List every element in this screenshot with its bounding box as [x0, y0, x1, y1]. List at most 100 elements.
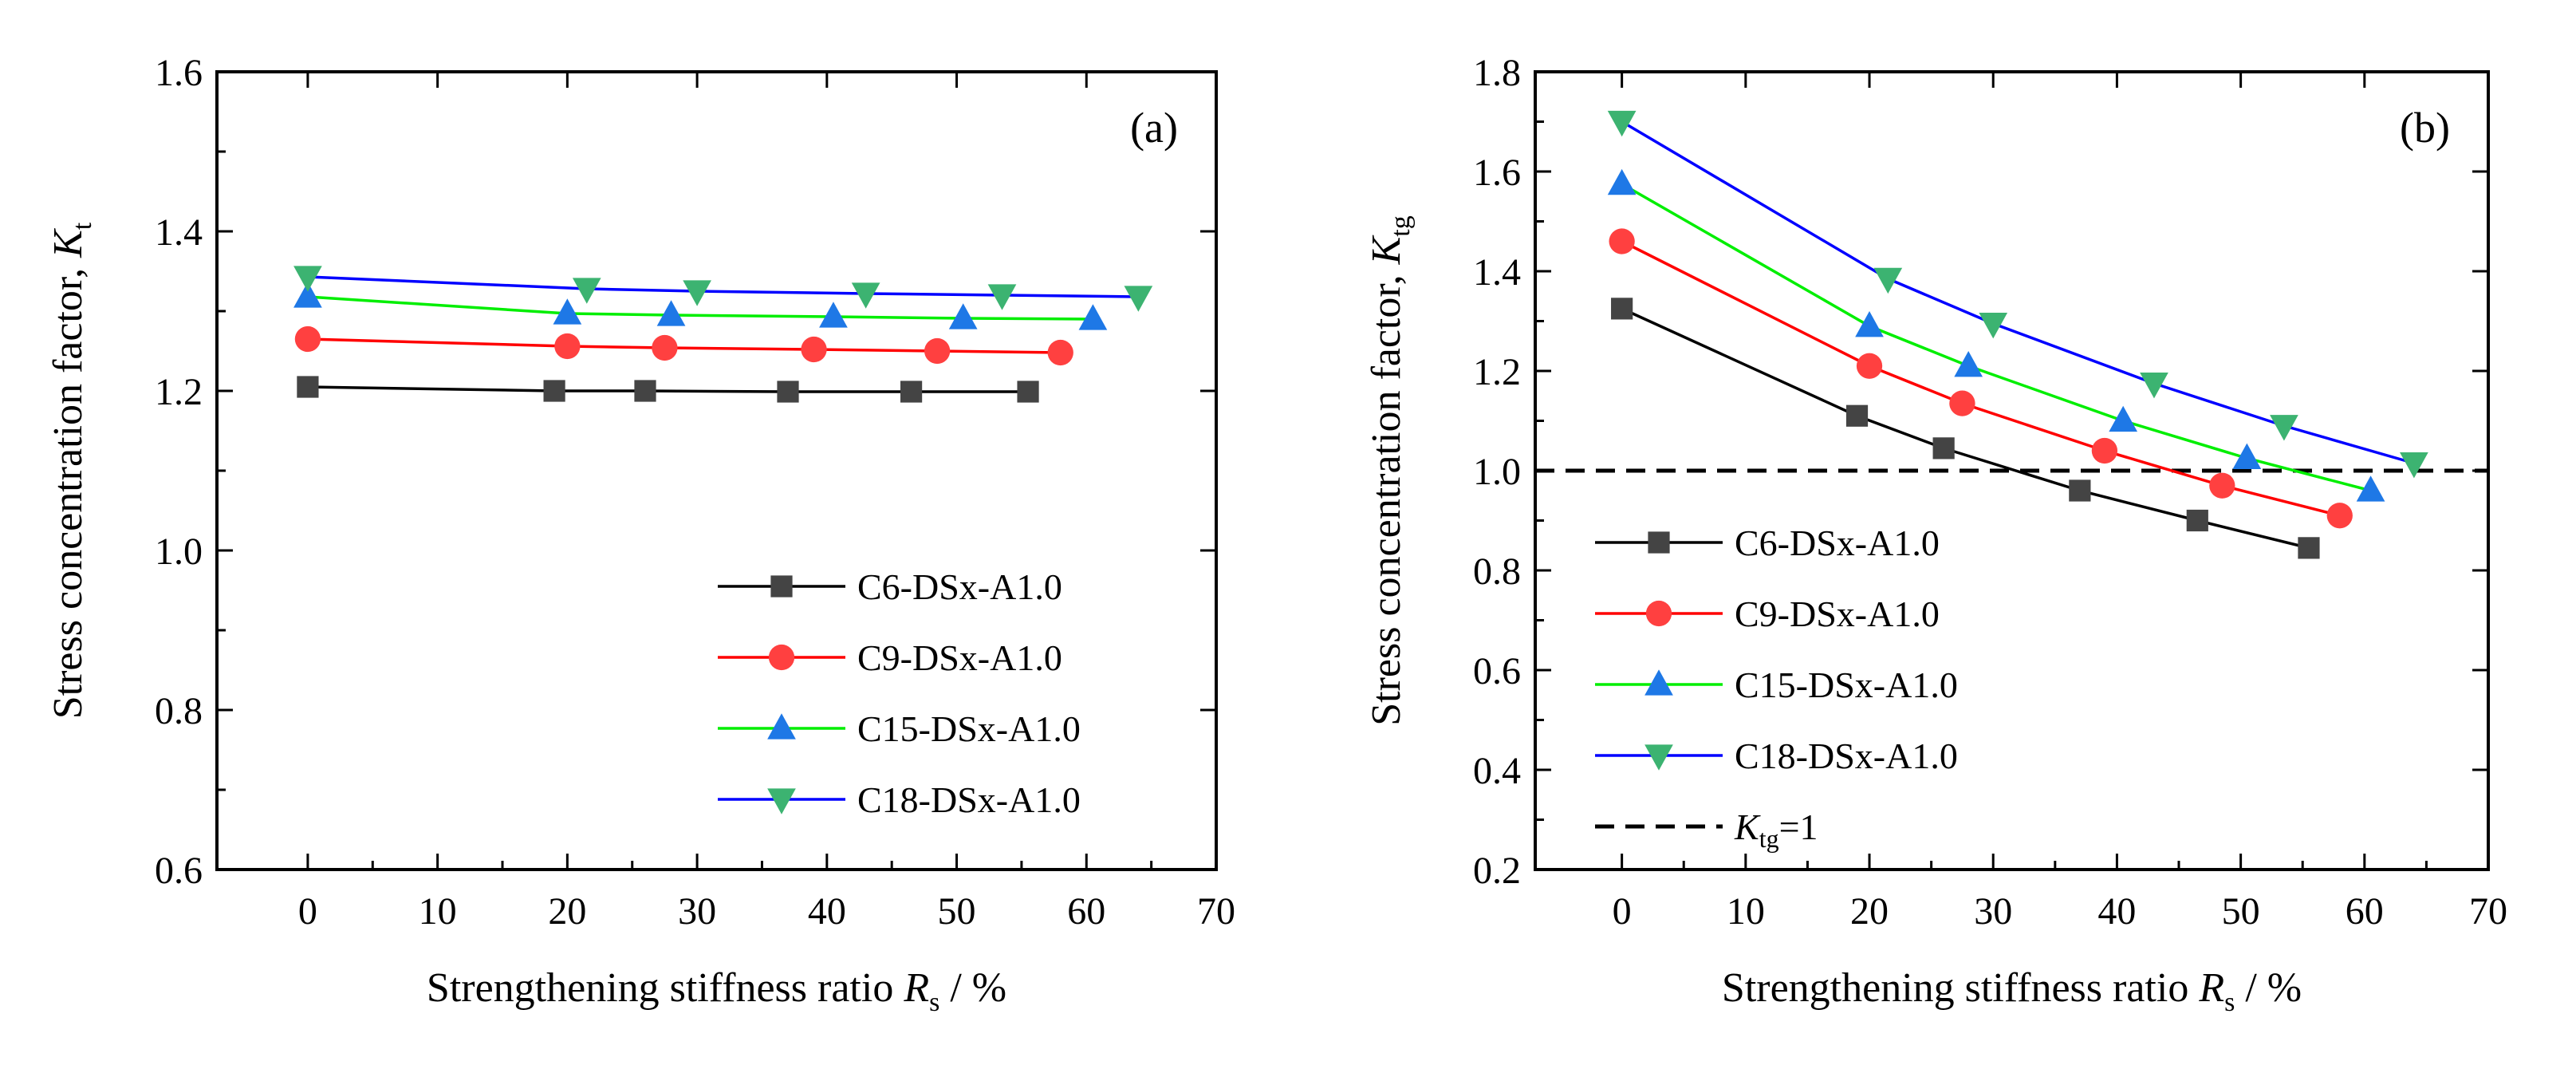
- x-axis-label: Strengthening stiffness ratio Rs / %: [1722, 965, 2302, 1017]
- y-tick-label: 1.6: [155, 52, 203, 94]
- legend-label: C6-DSx-A1.0: [1735, 523, 1940, 563]
- data-point: [1856, 353, 1883, 379]
- data-point: [1855, 311, 1884, 337]
- panel-label: (a): [1130, 104, 1178, 152]
- legend-marker: [767, 788, 796, 815]
- x-tick-label: 30: [1974, 890, 2012, 933]
- y-tick-label: 0.2: [1473, 850, 1521, 892]
- data-point: [987, 284, 1017, 310]
- y-axis-label: Stress concentration factor, Ktg: [1364, 215, 1416, 726]
- legend-label: C9-DSx-A1.0: [857, 637, 1062, 678]
- x-tick-label: 70: [2469, 890, 2507, 933]
- x-tick-label: 10: [419, 890, 457, 933]
- series-line: [1621, 120, 2415, 465]
- data-point: [543, 380, 565, 402]
- legend-marker: [767, 713, 796, 740]
- data-point: [652, 334, 678, 361]
- series-line: [1621, 183, 2372, 492]
- legend-label: C15-DSx-A1.0: [857, 708, 1081, 749]
- x-tick-label: 50: [938, 890, 976, 933]
- legend-entry: C6-DSx-A1.0: [1595, 523, 1940, 563]
- data-point: [2326, 503, 2353, 529]
- series-C15-DSx-A1.0: [293, 282, 1108, 330]
- data-point: [1047, 339, 1073, 366]
- legend-entry: C18-DSx-A1.0: [1595, 736, 1958, 776]
- data-point: [293, 266, 322, 292]
- legend: C6-DSx-A1.0 C9-DSx-A1.0 C15-DSx-A1.0 C18-DS…: [718, 566, 1081, 820]
- series-C9-DSx-A1.0: [294, 325, 1073, 366]
- series-line: [307, 337, 1061, 354]
- legend-marker: [1648, 531, 1670, 554]
- legend-entry: C6-DSx-A1.0: [718, 566, 1062, 607]
- data-point: [572, 278, 601, 304]
- data-point: [2232, 443, 2262, 469]
- data-point: [1932, 437, 1955, 460]
- legend-marker: [768, 644, 795, 671]
- series-C9-DSx-A1.0: [1609, 228, 2353, 529]
- data-point: [1124, 286, 1153, 312]
- legend-marker: [1644, 744, 1673, 771]
- x-tick-label: 30: [678, 890, 716, 933]
- series-C15-DSx-A1.0: [1607, 168, 2385, 502]
- legend-marker: [1645, 600, 1672, 627]
- legend-label: C18-DSx-A1.0: [857, 779, 1081, 820]
- series-line: [1621, 239, 2341, 517]
- legend-entry: C9-DSx-A1.0: [1595, 594, 1940, 634]
- data-point: [553, 298, 582, 325]
- data-point: [1845, 404, 1869, 427]
- data-point: [1979, 313, 2008, 339]
- y-tick-label: 1.2: [155, 371, 203, 413]
- data-point: [801, 336, 827, 363]
- y-tick-label: 0.6: [1473, 650, 1521, 692]
- y-tick-label: 0.8: [155, 690, 203, 732]
- data-point: [2298, 537, 2320, 559]
- legend-entry: C15-DSx-A1.0: [718, 708, 1081, 749]
- data-point: [2140, 373, 2168, 399]
- data-point: [1607, 168, 1637, 195]
- y-tick-label: 1.2: [1473, 351, 1521, 393]
- data-point: [656, 300, 686, 326]
- legend-label: C15-DSx-A1.0: [1735, 665, 1958, 705]
- series-line: [307, 295, 1093, 321]
- x-tick-label: 70: [1197, 890, 1235, 933]
- legend: C6-DSx-A1.0 C9-DSx-A1.0 C15-DSx-A1.0 C18-DS…: [1595, 523, 1958, 853]
- legend-label: C9-DSx-A1.0: [1735, 594, 1940, 634]
- data-point: [2069, 479, 2091, 502]
- data-point: [2356, 475, 2385, 502]
- data-point: [1078, 304, 1108, 330]
- data-point: [293, 282, 322, 308]
- series-line: [307, 385, 1029, 393]
- y-tick-label: 0.8: [1473, 550, 1521, 593]
- plot-frame: [215, 70, 1218, 871]
- data-point: [1873, 267, 1903, 294]
- legend-label: Ktg=1: [1734, 807, 1818, 853]
- x-tick-label: 0: [1613, 890, 1632, 933]
- panel-label: (b): [2400, 104, 2450, 152]
- x-axis-label: Strengthening stiffness ratio Rs / %: [427, 965, 1006, 1017]
- data-point: [634, 380, 656, 402]
- data-point: [683, 280, 711, 306]
- y-tick-label: 1.0: [1473, 451, 1521, 493]
- x-tick-label: 20: [1850, 890, 1889, 933]
- data-point: [2091, 437, 2118, 464]
- data-point: [1609, 228, 1635, 254]
- series-C18-DSx-A1.0: [293, 266, 1153, 312]
- data-point: [924, 337, 951, 365]
- data-point: [777, 381, 799, 403]
- series-C18-DSx-A1.0: [1607, 110, 2428, 479]
- y-tick-label: 1.6: [1473, 152, 1521, 194]
- data-point: [297, 376, 319, 398]
- y-tick-label: 1.8: [1473, 52, 1521, 94]
- legend-label: C6-DSx-A1.0: [857, 566, 1062, 607]
- y-tick-label: 1.4: [1473, 251, 1521, 294]
- y-axis-label: Stress concentration factor, Kt: [45, 222, 97, 719]
- data-point: [2400, 452, 2428, 479]
- x-tick-label: 40: [2097, 890, 2136, 933]
- data-point: [1949, 390, 1975, 416]
- series-C6-DSx-A1.0: [1611, 298, 2320, 559]
- y-tick-label: 1.0: [155, 531, 203, 573]
- data-point: [294, 325, 321, 353]
- series-line: [307, 275, 1139, 298]
- series-line: [1621, 307, 2310, 550]
